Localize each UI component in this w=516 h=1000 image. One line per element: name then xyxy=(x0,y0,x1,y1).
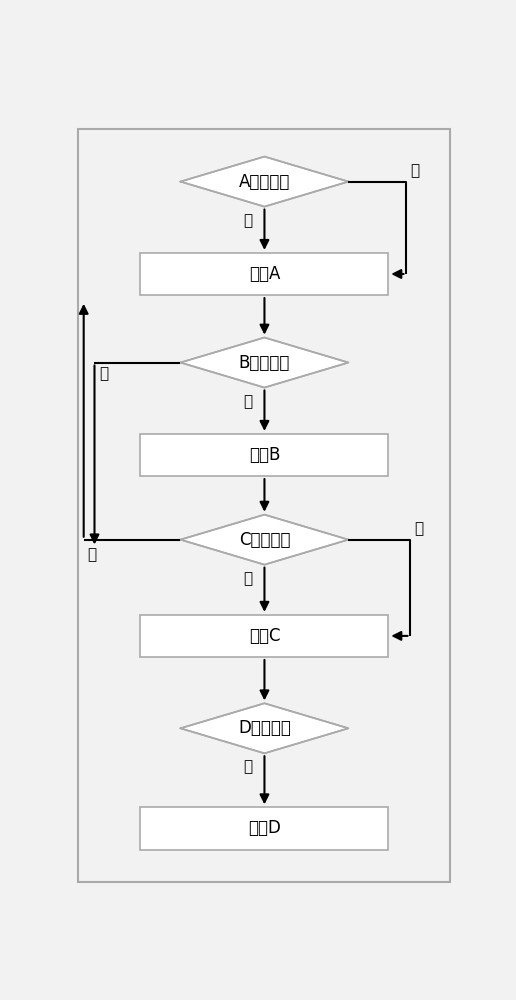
Polygon shape xyxy=(181,515,348,565)
Text: 是: 是 xyxy=(244,759,252,774)
Text: 测试D: 测试D xyxy=(248,819,281,837)
Text: 测试B: 测试B xyxy=(249,446,280,464)
Bar xyxy=(140,615,389,657)
Text: A准备好？: A准备好？ xyxy=(239,173,290,191)
Text: 测试A: 测试A xyxy=(249,265,280,283)
Text: 否: 否 xyxy=(87,547,96,562)
Polygon shape xyxy=(181,338,348,388)
Text: 否: 否 xyxy=(414,521,424,536)
Text: B准备好？: B准备好？ xyxy=(239,354,290,372)
Bar xyxy=(140,253,389,295)
Text: 否: 否 xyxy=(99,366,108,381)
Text: 是: 是 xyxy=(244,571,252,586)
Text: 否: 否 xyxy=(410,163,420,178)
Text: D准备好？: D准备好？ xyxy=(238,719,291,737)
Polygon shape xyxy=(181,703,348,753)
Polygon shape xyxy=(181,157,348,207)
Bar xyxy=(140,434,389,476)
Text: 是: 是 xyxy=(244,213,252,228)
Bar xyxy=(140,807,389,850)
Text: 是: 是 xyxy=(244,394,252,409)
Text: C准备好？: C准备好？ xyxy=(239,531,290,549)
Text: 测试C: 测试C xyxy=(249,627,280,645)
